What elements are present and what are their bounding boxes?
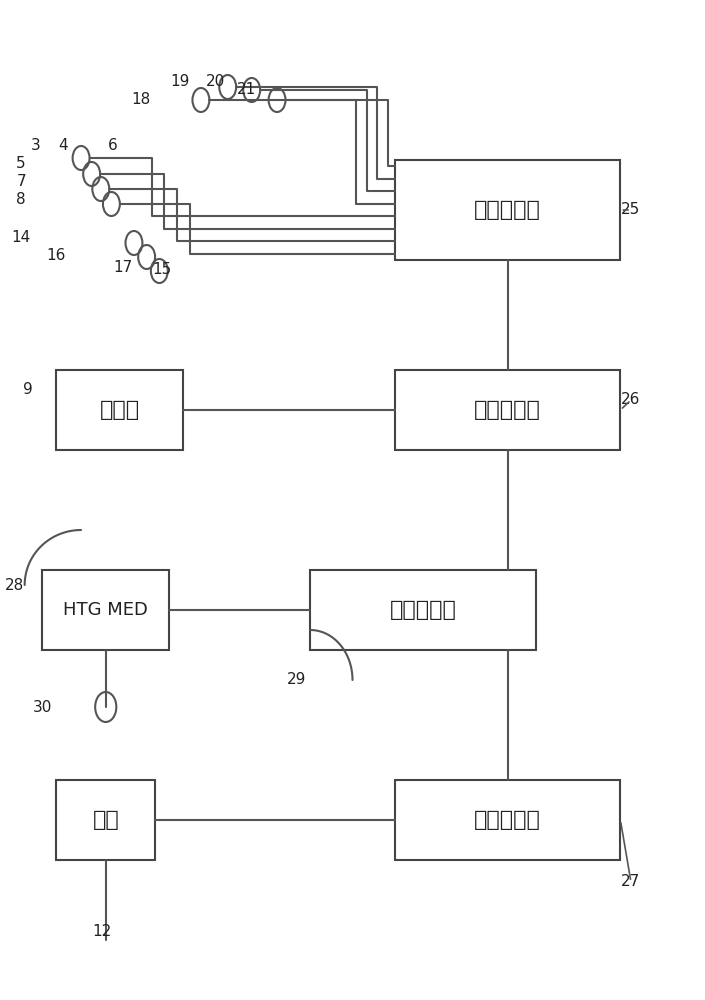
Text: 12: 12 bbox=[92, 924, 112, 940]
FancyBboxPatch shape bbox=[395, 780, 620, 860]
FancyBboxPatch shape bbox=[310, 570, 536, 650]
Text: 温度控制器: 温度控制器 bbox=[390, 600, 456, 620]
Text: 14: 14 bbox=[11, 231, 31, 245]
Text: 20: 20 bbox=[205, 75, 225, 90]
Text: 17: 17 bbox=[114, 259, 133, 274]
Text: 8: 8 bbox=[16, 192, 26, 208]
FancyBboxPatch shape bbox=[42, 570, 169, 650]
Text: 7: 7 bbox=[16, 174, 26, 190]
FancyBboxPatch shape bbox=[395, 160, 620, 260]
Text: 27: 27 bbox=[621, 874, 641, 890]
Text: 28: 28 bbox=[4, 578, 24, 592]
Text: 25: 25 bbox=[621, 202, 641, 218]
Text: 18: 18 bbox=[131, 93, 151, 107]
Text: 19: 19 bbox=[170, 75, 190, 90]
Text: 29: 29 bbox=[286, 672, 306, 688]
Text: 15: 15 bbox=[152, 262, 172, 277]
Text: 6: 6 bbox=[108, 137, 118, 152]
Text: 9: 9 bbox=[23, 382, 33, 397]
Text: 5: 5 bbox=[16, 156, 26, 172]
Text: 3: 3 bbox=[30, 137, 40, 152]
FancyBboxPatch shape bbox=[56, 780, 155, 860]
Text: 平台控制器: 平台控制器 bbox=[474, 810, 541, 830]
Text: 磁场控制器: 磁场控制器 bbox=[474, 200, 541, 220]
Text: 16: 16 bbox=[47, 247, 66, 262]
Text: 探测器: 探测器 bbox=[100, 400, 140, 420]
Text: 30: 30 bbox=[32, 700, 52, 714]
FancyBboxPatch shape bbox=[395, 370, 620, 450]
Text: 测试控制器: 测试控制器 bbox=[474, 400, 541, 420]
Text: 平台: 平台 bbox=[92, 810, 119, 830]
Text: 4: 4 bbox=[59, 137, 68, 152]
FancyBboxPatch shape bbox=[56, 370, 183, 450]
Text: HTG MED: HTG MED bbox=[63, 601, 148, 619]
Text: 21: 21 bbox=[237, 83, 257, 98]
Text: 26: 26 bbox=[621, 392, 641, 408]
